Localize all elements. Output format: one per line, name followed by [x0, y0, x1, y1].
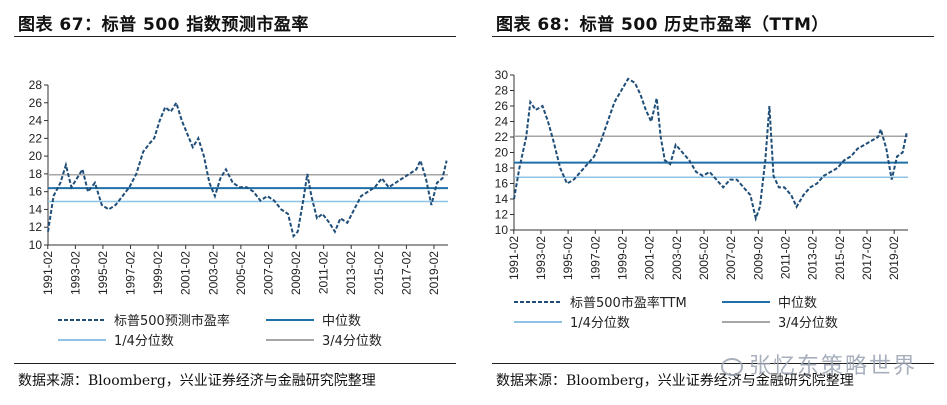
left-figure-title: 图表 67：标普 500 指数预测市盈率 — [18, 15, 309, 35]
left-x-tick-label: 2003-02 — [206, 251, 220, 295]
left-x-tick-label: 1991-02 — [41, 251, 55, 295]
left-legend-label-2: 1/4分位数 — [114, 334, 174, 349]
left-y-tick-label: 14 — [29, 202, 43, 216]
left-chart: 10 12 14 16 18 20 22 24 26 28 1991-02 1993-02 1995-0… — [29, 78, 448, 349]
left-y-tick-label: 12 — [29, 220, 43, 234]
right-x-tick-label: 1993-02 — [534, 236, 548, 280]
left-y-tick-label: 24 — [29, 114, 43, 128]
right-bottom-rule — [492, 363, 934, 364]
right-y-tick-label: 26 — [495, 99, 509, 113]
left-y-tick-label: 10 — [29, 238, 43, 252]
left-y-tick-label: 22 — [29, 131, 43, 145]
left-top-rule — [14, 36, 456, 37]
right-x-tick-label: 2003-02 — [670, 236, 684, 280]
right-x-tick-label: 2015-02 — [833, 236, 847, 280]
left-x-tick-label: 1993-02 — [68, 251, 82, 295]
right-x-tick-label: 1995-02 — [561, 236, 575, 280]
right-x-tick-label: 1997-02 — [588, 236, 602, 280]
right-legend-label-1: 中位数 — [778, 296, 817, 311]
wechat-icon — [720, 358, 743, 376]
right-y-tick-label: 24 — [495, 115, 509, 129]
right-series-line-0 — [513, 77, 908, 222]
left-x-tick-label: 2001-02 — [179, 251, 193, 295]
left-legend-label-0: 标普500预测市盈率 — [114, 313, 230, 329]
right-x-tick-label: 2001-02 — [643, 236, 657, 280]
right-figure-title: 图表 68：标普 500 历史市盈率（TTM） — [496, 15, 829, 35]
right-figure-panel: 图表 68：标普 500 历史市盈率（TTM） 10 12 14 16 18 20 22 24… — [478, 0, 947, 405]
left-x-tick-label: 1997-02 — [124, 251, 138, 295]
left-x-tick-label: 2019-02 — [427, 251, 441, 295]
right-y-tick-label: 16 — [495, 177, 509, 191]
left-y-tick-label: 28 — [29, 78, 43, 92]
right-x-tick-label: 2005-02 — [697, 236, 711, 280]
watermark-text: 张忆东策略世界 — [748, 354, 917, 379]
right-y-tick-label: 22 — [495, 130, 509, 144]
right-y-tick-label: 28 — [495, 84, 509, 98]
right-x-tick-label: 1991-02 — [507, 236, 521, 280]
right-x-tick-label: 2011-02 — [778, 236, 792, 279]
right-y-tick-label: 14 — [495, 192, 509, 206]
left-x-tick-label: 2017-02 — [399, 251, 413, 295]
left-y-tick-label: 18 — [29, 167, 43, 181]
left-x-tick-label: 1999-02 — [151, 251, 165, 295]
right-top-rule — [492, 36, 934, 37]
right-legend-label-2: 1/4分位数 — [570, 316, 630, 331]
left-x-tick-label: 2009-02 — [289, 251, 303, 295]
right-source-note: 数据来源：Bloomberg，兴业证券经济与金融研究院整理 — [496, 373, 854, 389]
left-bottom-rule — [14, 363, 456, 364]
right-y-tick-label: 18 — [495, 161, 509, 175]
watermark: 张忆东策略世界 — [720, 348, 917, 380]
right-legend-label-0: 标普500市盈率TTM — [570, 295, 687, 311]
right-legend-label-3: 3/4分位数 — [778, 316, 838, 331]
left-x-tick-label: 2007-02 — [261, 251, 275, 295]
left-y-tick-label: 26 — [29, 96, 43, 110]
left-x-tick-label: 2013-02 — [344, 251, 358, 295]
right-y-tick-label: 30 — [495, 68, 509, 82]
left-legend-label-3: 3/4分位数 — [322, 334, 382, 349]
left-legend-label-1: 中位数 — [322, 314, 361, 329]
left-series-line-0 — [47, 100, 448, 239]
right-y-tick-label: 20 — [495, 146, 509, 160]
right-x-tick-label: 1999-02 — [615, 236, 629, 280]
left-x-tick-label: 2005-02 — [234, 251, 248, 295]
left-source-note: 数据来源：Bloomberg，兴业证券经济与金融研究院整理 — [18, 373, 376, 389]
left-x-tick-label: 2011-02 — [317, 251, 331, 294]
right-x-tick-label: 2017-02 — [860, 236, 874, 280]
right-y-tick-label: 10 — [495, 223, 509, 237]
right-y-tick-label: 12 — [495, 208, 509, 222]
left-y-tick-label: 16 — [29, 185, 43, 199]
left-figure-panel: 图表 67：标普 500 指数预测市盈率 10 12 14 16 18 20 22 24 26 2… — [0, 0, 470, 405]
right-x-tick-label: 2013-02 — [806, 236, 820, 280]
right-x-tick-label: 2007-02 — [724, 236, 738, 280]
right-x-tick-label: 2019-02 — [887, 236, 901, 280]
left-x-tick-label: 2015-02 — [372, 251, 386, 295]
left-y-tick-label: 20 — [29, 149, 43, 163]
left-x-tick-label: 1995-02 — [96, 251, 110, 295]
right-x-tick-label: 2009-02 — [751, 236, 765, 280]
